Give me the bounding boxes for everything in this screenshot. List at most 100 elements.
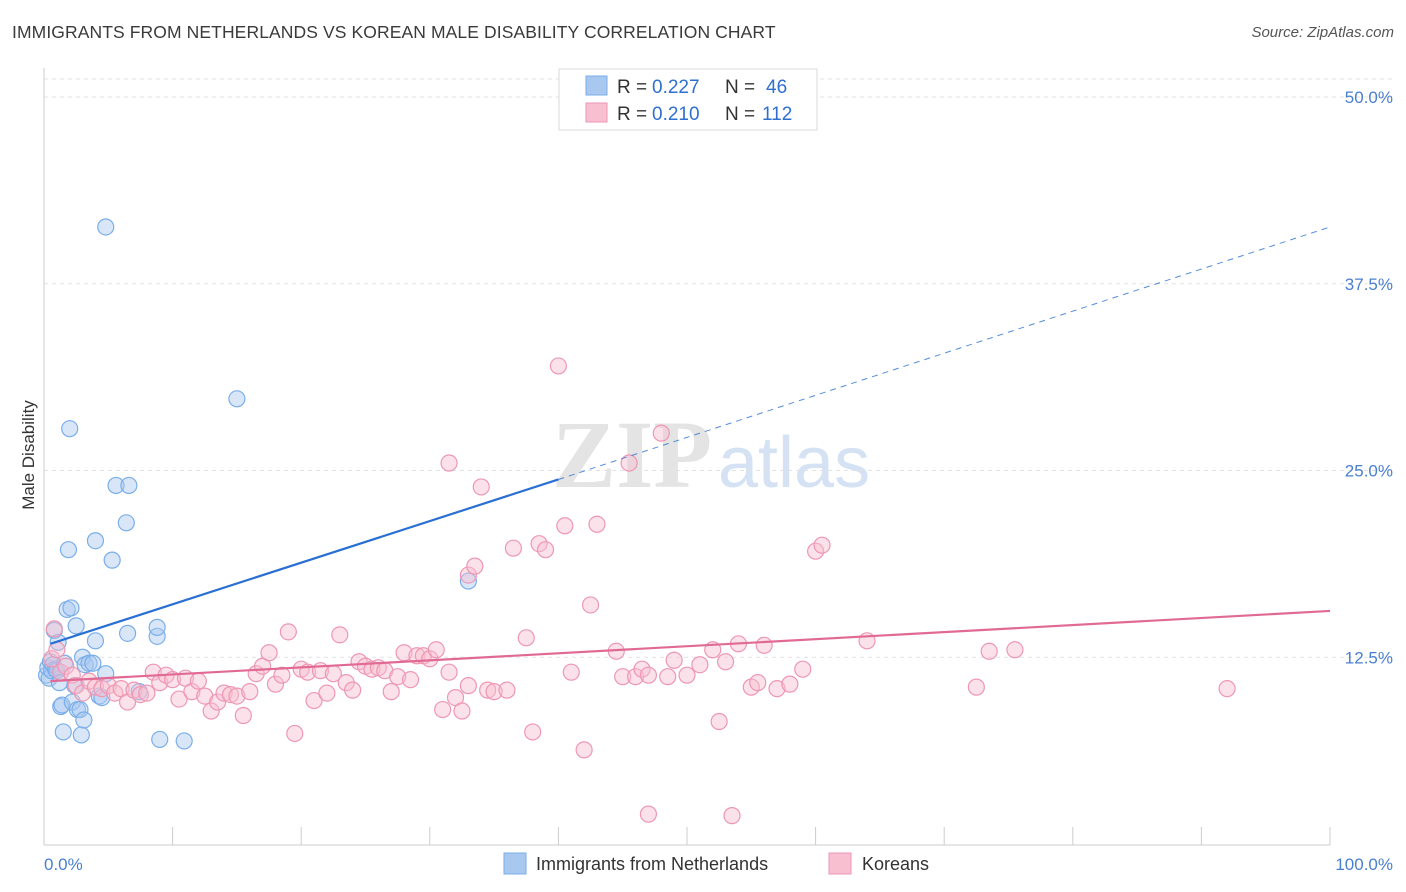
- tick-labels: 12.5% 25.0% 37.5% 50.0% 0.0% 100.0%: [44, 88, 1393, 874]
- point-koreans: [581, 596, 600, 614]
- point-netherlands: [103, 551, 121, 569]
- point-netherlands: [148, 618, 166, 636]
- point-koreans: [639, 805, 658, 823]
- point-koreans: [556, 517, 574, 535]
- watermark-atlas: atlas: [718, 423, 870, 503]
- point-koreans: [691, 656, 709, 674]
- point-netherlands: [62, 599, 80, 617]
- point-koreans: [234, 706, 252, 725]
- point-koreans: [318, 684, 336, 702]
- legend-r-label-2: R =: [617, 104, 647, 125]
- point-koreans: [459, 566, 477, 584]
- point-koreans: [665, 651, 683, 669]
- point-koreans: [524, 723, 542, 741]
- y-tick-label: 37.5%: [1345, 275, 1393, 294]
- point-koreans: [45, 620, 63, 638]
- point-koreans: [536, 541, 555, 559]
- point-koreans: [678, 666, 696, 684]
- point-koreans: [221, 685, 240, 704]
- point-netherlands: [459, 572, 477, 590]
- point-koreans: [768, 680, 786, 698]
- point-koreans: [389, 668, 407, 686]
- bottom-legend-swatch-netherlands: [503, 852, 527, 875]
- point-koreans: [479, 681, 497, 699]
- legend-r-label-1: R =: [617, 77, 647, 98]
- point-koreans: [382, 683, 400, 701]
- stats-legend: R = 0.227 N = 46 R = 0.210 N = 112: [558, 68, 818, 131]
- point-koreans: [131, 685, 150, 704]
- legend-n-label-1: N =: [725, 77, 755, 98]
- point-koreans: [57, 657, 75, 675]
- point-koreans: [459, 677, 477, 695]
- point-koreans: [421, 650, 439, 668]
- point-netherlands: [117, 514, 135, 532]
- point-koreans: [189, 672, 207, 690]
- point-koreans: [273, 666, 291, 684]
- point-koreans: [170, 690, 188, 708]
- point-netherlands: [53, 696, 71, 714]
- point-koreans: [633, 660, 651, 678]
- bottom-legend-label-koreans: Koreans: [862, 854, 929, 874]
- point-koreans: [305, 691, 323, 710]
- y-tick-label: 50.0%: [1345, 88, 1393, 107]
- y-tick-label: 25.0%: [1345, 462, 1393, 481]
- point-koreans: [504, 539, 522, 557]
- point-koreans: [652, 424, 670, 442]
- point-koreans: [260, 644, 278, 662]
- point-koreans: [228, 687, 246, 705]
- point-netherlands: [148, 627, 166, 645]
- point-koreans: [440, 663, 458, 681]
- point-koreans: [716, 653, 735, 671]
- axes: [43, 68, 1331, 846]
- point-koreans: [427, 641, 445, 659]
- point-koreans: [434, 700, 452, 719]
- legend-n-value-1: 46: [766, 77, 787, 98]
- point-koreans: [498, 681, 516, 699]
- point-koreans: [562, 663, 580, 681]
- point-koreans: [794, 660, 812, 678]
- point-koreans: [530, 535, 548, 553]
- bottom-legend-swatch-koreans: [828, 852, 852, 875]
- point-koreans: [202, 702, 220, 720]
- point-koreans: [588, 515, 606, 533]
- trendline-koreans: [50, 609, 1331, 683]
- trendline-netherlands-extension: [558, 226, 1331, 480]
- y-axis-title: Male Disability: [19, 400, 38, 510]
- point-netherlands: [97, 218, 115, 236]
- point-koreans: [614, 668, 632, 686]
- point-koreans: [466, 557, 484, 575]
- point-koreans: [401, 671, 420, 689]
- point-koreans: [453, 702, 471, 720]
- trendline-netherlands: [50, 478, 559, 645]
- legend-r-value-1: 0.227: [652, 77, 700, 98]
- point-netherlands: [80, 654, 98, 672]
- point-netherlands: [71, 700, 89, 719]
- legend-swatch-netherlands: [585, 75, 608, 96]
- point-netherlands: [67, 617, 85, 635]
- point-netherlands: [86, 532, 105, 550]
- point-koreans: [215, 684, 233, 702]
- point-koreans: [575, 741, 593, 759]
- chart-title: IMMIGRANTS FROM NETHERLANDS VS KOREAN MA…: [12, 22, 776, 42]
- series-legend: Immigrants from Netherlands Koreans: [503, 852, 929, 875]
- point-koreans: [344, 681, 362, 699]
- point-netherlands: [75, 711, 93, 729]
- legend-n-label-2: N =: [725, 104, 755, 125]
- point-koreans: [183, 683, 201, 701]
- x-tick-label: 100.0%: [1335, 855, 1393, 874]
- point-koreans: [266, 675, 285, 693]
- point-koreans: [1006, 641, 1024, 659]
- point-koreans: [472, 478, 490, 496]
- legend-r-value-2: 0.210: [652, 104, 700, 125]
- source-label: Source: ZipAtlas.com: [1251, 24, 1394, 41]
- point-koreans: [279, 623, 297, 641]
- point-netherlands: [84, 654, 102, 672]
- point-koreans: [241, 683, 259, 701]
- point-netherlands: [72, 726, 90, 744]
- point-koreans: [806, 542, 825, 560]
- point-koreans: [967, 678, 985, 696]
- point-koreans: [980, 642, 998, 660]
- point-netherlands: [151, 730, 169, 749]
- legend-swatch-koreans: [585, 102, 608, 123]
